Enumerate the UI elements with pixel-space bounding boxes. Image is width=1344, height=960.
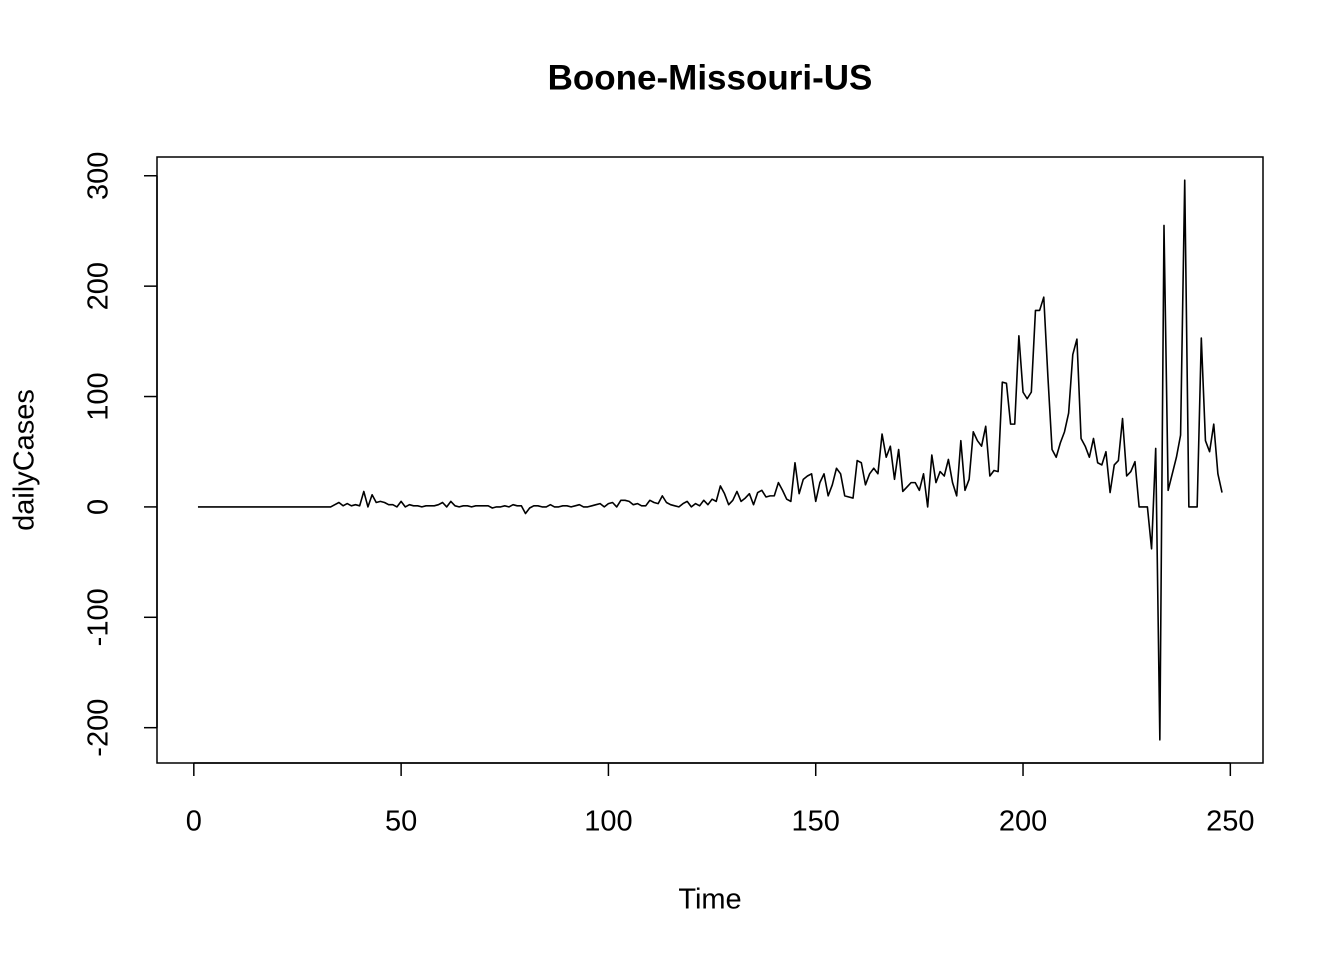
- y-axis-label: dailyCases: [9, 389, 41, 531]
- y-tick-label: 0: [83, 499, 115, 515]
- x-axis-label: Time: [678, 884, 741, 916]
- chart-title: Boone-Missouri-US: [548, 58, 873, 97]
- y-tick-label: 100: [83, 372, 115, 420]
- x-tick-label: 50: [385, 806, 417, 838]
- series-line: [197, 179, 1223, 741]
- y-tick-label: -200: [83, 699, 115, 757]
- x-tick-label: 200: [999, 806, 1047, 838]
- x-tick-label: 250: [1206, 806, 1254, 838]
- x-tick-label: 0: [186, 806, 202, 838]
- x-tick-label: 150: [792, 806, 840, 838]
- y-tick-label: -100: [83, 588, 115, 646]
- y-tick-label: 200: [83, 262, 115, 310]
- x-tick-label: 100: [584, 806, 632, 838]
- y-tick-label: 300: [83, 152, 115, 200]
